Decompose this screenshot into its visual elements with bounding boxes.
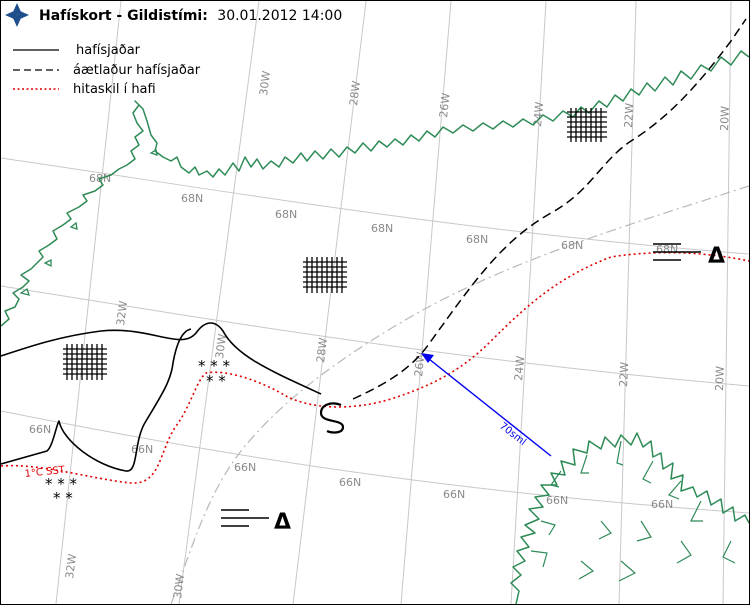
snow-stars: * * * bbox=[198, 357, 231, 375]
lon-label: 22W bbox=[622, 103, 636, 129]
lat-label: 68N bbox=[371, 222, 393, 235]
lon-label: 20W bbox=[718, 106, 732, 131]
iceland-coastline bbox=[510, 432, 749, 604]
lat-label: 66N bbox=[651, 498, 673, 511]
ocean-front-dotted bbox=[1, 251, 749, 484]
lon-label: 30W bbox=[171, 573, 187, 599]
lat-label: 66N bbox=[443, 488, 465, 501]
legend-label: hitaskil í hafi bbox=[73, 82, 156, 97]
lon-label: 32W bbox=[63, 553, 79, 579]
distance-arrow: 70sml bbox=[421, 353, 552, 457]
greenland-coastline bbox=[1, 50, 749, 327]
lon-label: 28W bbox=[314, 337, 330, 363]
lon-label: 30W bbox=[257, 70, 273, 96]
lon-line-20w bbox=[722, 1, 732, 604]
lat-label: 66N bbox=[546, 494, 568, 507]
lon-label: 22W bbox=[617, 362, 631, 388]
boundary-line bbox=[170, 185, 749, 604]
triangle-symbol: Δ bbox=[274, 510, 291, 535]
iceland-fjords bbox=[530, 440, 736, 582]
legend: hafísjaðar áætlaður hafísjaðar hitaskil … bbox=[13, 43, 201, 97]
ice-form-symbol bbox=[221, 509, 269, 527]
lat-line-68n bbox=[1, 157, 749, 255]
lon-line-30w bbox=[178, 1, 260, 604]
hatch-symbol bbox=[567, 108, 607, 142]
lon-label: 24W bbox=[512, 355, 527, 381]
lat-label: 68N bbox=[656, 243, 678, 256]
lon-label: 30W bbox=[213, 333, 229, 359]
legend-label: áætlaður hafísjaðar bbox=[73, 63, 201, 78]
lon-line-22w bbox=[618, 1, 637, 604]
ice-edge-dashed bbox=[352, 18, 747, 400]
arrowhead-icon bbox=[421, 353, 434, 363]
spiral-symbol bbox=[319, 402, 345, 434]
lon-label: 24W bbox=[531, 101, 546, 127]
triangle-symbol: Δ bbox=[708, 244, 725, 269]
title-label: Hafískort - Gildistími: bbox=[39, 8, 208, 24]
lon-label: 26W bbox=[412, 351, 428, 377]
lon-label: 32W bbox=[114, 300, 130, 326]
lon-line-24w bbox=[510, 1, 547, 604]
valid-time: 30.01.2012 14:00 bbox=[217, 8, 342, 24]
lon-line-26w bbox=[400, 1, 452, 604]
snow-stars: * * bbox=[206, 372, 226, 390]
hatch-symbol bbox=[63, 344, 107, 380]
lat-label: 66N bbox=[339, 476, 361, 489]
lat-line-67n bbox=[1, 285, 749, 387]
legend-label: hafísjaðar bbox=[76, 43, 141, 58]
greenland-islands bbox=[19, 148, 158, 296]
lat-label: 68N bbox=[181, 192, 203, 205]
lon-label: 26W bbox=[437, 92, 453, 118]
ice-form-symbol bbox=[653, 243, 701, 261]
ice-edge-solid bbox=[1, 322, 322, 472]
map-title: Hafískort - Gildistími: 30.01.2012 14:00 bbox=[39, 8, 342, 24]
lat-label: 66N bbox=[234, 461, 256, 474]
lat-line-66n bbox=[1, 410, 749, 514]
lat-label: 68N bbox=[466, 233, 488, 246]
lon-label: 20W bbox=[713, 366, 727, 391]
vedurstofa-logo-icon bbox=[5, 3, 29, 27]
lon-line-28w bbox=[292, 1, 367, 604]
snow-stars: * * bbox=[53, 489, 73, 507]
sst-label: 1°C SST bbox=[24, 465, 66, 480]
lat-label: 68N bbox=[561, 239, 583, 252]
lon-line-32w bbox=[55, 1, 122, 604]
snow-stars: * * * bbox=[45, 475, 78, 493]
grid-labels: 68N 68N 68N 68N 68N 68N 68N 66N 66N 66N … bbox=[29, 70, 732, 599]
hatch-symbol bbox=[303, 257, 347, 293]
lat-label: 68N bbox=[275, 208, 297, 221]
lat-label: 66N bbox=[131, 443, 153, 456]
lat-label: 66N bbox=[29, 423, 51, 436]
lon-label: 28W bbox=[347, 80, 363, 106]
